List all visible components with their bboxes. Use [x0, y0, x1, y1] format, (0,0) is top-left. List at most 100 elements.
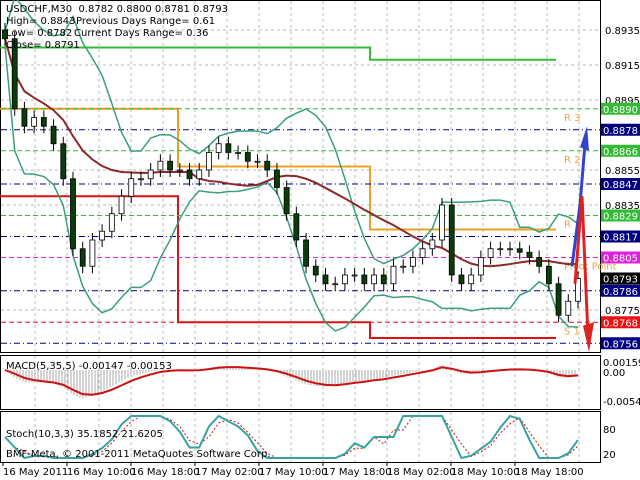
level-price-label: 0.8847	[603, 180, 638, 191]
candle-body	[429, 239, 436, 250]
candle-body	[176, 169, 183, 172]
stoch-axis-label: 20	[603, 450, 616, 461]
symbol-ohlc: USDCHF,M30 0.8782 0.8800 0.8781 0.8793	[6, 3, 228, 16]
candle-body	[390, 265, 397, 285]
candle-body	[254, 160, 261, 163]
candle-body	[477, 257, 484, 276]
level-price-label: 0.8890	[603, 105, 638, 116]
candle-body	[108, 213, 115, 232]
daily-high-steps-line	[0, 46, 556, 61]
level-name-label: R 3	[564, 113, 581, 124]
time-label: 17 May 02:00	[195, 467, 264, 478]
time-label: 18 May 10:00	[451, 467, 520, 478]
bollinger-upper	[4, 0, 579, 265]
candle-body	[40, 117, 47, 127]
candle-body	[79, 248, 86, 267]
level-badge	[601, 230, 640, 243]
level-badge	[601, 123, 640, 136]
bollinger-lower	[4, 45, 579, 332]
candle-body	[380, 274, 387, 285]
level-price-label: 0.8866	[603, 147, 638, 158]
level-name-label: Pivot Point	[564, 262, 617, 273]
candle-body	[575, 278, 581, 302]
candle-body	[516, 248, 523, 253]
time-label: 16 May 2011	[3, 467, 68, 478]
level-badge	[601, 178, 640, 190]
ohlc-values: 0.8782 0.8800 0.8781 0.8793	[78, 4, 229, 15]
candle-body	[60, 143, 67, 180]
main-pane	[0, 0, 601, 353]
candle-body	[244, 152, 251, 162]
level-price-label: 0.8878	[603, 126, 638, 137]
level-badge	[601, 316, 640, 329]
price-tick-label: 0.8915	[605, 61, 640, 72]
price-tick-label: 0.8935	[605, 26, 640, 37]
level-name-label: R 1	[564, 220, 581, 231]
candle-body	[497, 248, 504, 251]
candle-body	[283, 187, 290, 215]
low-label: Low= 0.8782	[6, 28, 73, 39]
candle-body	[235, 152, 241, 154]
candle-body	[526, 251, 533, 258]
arrow-down-head-icon	[583, 322, 594, 352]
level-name-label: S 1	[564, 326, 580, 337]
candle-body	[409, 257, 416, 267]
arrow-down-icon	[573, 196, 590, 337]
high-label: High= 0.8843	[6, 16, 76, 27]
candle-body	[371, 274, 377, 285]
candle-body	[322, 274, 329, 285]
level-badge	[601, 209, 640, 222]
time-label: 18 May 18:00	[515, 467, 584, 478]
level-price-label: 0.8793	[603, 275, 638, 286]
price-tick-label: 0.8855	[605, 166, 640, 177]
level-badge	[601, 337, 640, 350]
stoch-axis-label: 80	[603, 425, 616, 436]
time-label: 17 May 18:00	[323, 467, 392, 478]
candle-body	[400, 265, 407, 268]
level-badge	[601, 251, 640, 264]
candle-body	[487, 248, 494, 258]
candle-body	[118, 195, 125, 215]
candle-body	[312, 265, 319, 276]
candle-body	[167, 160, 174, 171]
candle-body	[361, 274, 368, 285]
price-tick-label: 0.8775	[605, 306, 640, 317]
candle-body	[138, 178, 144, 181]
current-days-range: Current Days Range= 0.36	[74, 28, 209, 39]
candle-body	[2, 29, 8, 40]
candle-body	[332, 283, 339, 286]
level-name-label: R 2	[564, 155, 581, 166]
level-badge	[601, 272, 640, 285]
candle-body	[215, 143, 222, 153]
candle-body	[157, 160, 164, 171]
candle-body	[11, 38, 18, 110]
level-price-label: 0.8786	[603, 287, 638, 298]
candle-body	[303, 239, 309, 267]
price-tick-label: 0.8835	[605, 201, 640, 212]
candle-body	[50, 125, 57, 145]
candle-body	[225, 143, 232, 153]
level-badge	[601, 102, 640, 115]
price-tick-label: 0.8895	[605, 96, 640, 107]
time-label: 16 May 10:00	[67, 467, 136, 478]
close-label: Close= 0.8791	[6, 40, 80, 51]
macd-axis-label: -0.00546	[603, 397, 640, 408]
symbol-label: USDCHF,M30	[6, 4, 73, 15]
level-badge	[601, 144, 640, 157]
macd-signal-line	[4, 366, 579, 396]
candle-body	[439, 204, 445, 241]
previous-days-range: Previous Days Range= 0.61	[76, 16, 216, 27]
macd-label: MACD(5,35,5) -0.00147 -0.00153	[6, 361, 172, 372]
daily-low-steps-line	[0, 195, 556, 339]
level-price-label: 0.8829	[603, 212, 638, 223]
candle-body	[507, 248, 513, 251]
copyright-text: BMF-Meta, © 2001-2011 MetaQuotes Softwar…	[6, 449, 271, 460]
time-label: 18 May 02:00	[387, 467, 456, 478]
candle-body	[89, 239, 96, 267]
candle-body	[264, 160, 271, 171]
candle-body	[555, 283, 562, 316]
candle-body	[99, 230, 106, 241]
stoch-label: Stoch(10,3,3) 35.1852 21.6205	[6, 429, 163, 440]
candle-body	[196, 169, 203, 180]
